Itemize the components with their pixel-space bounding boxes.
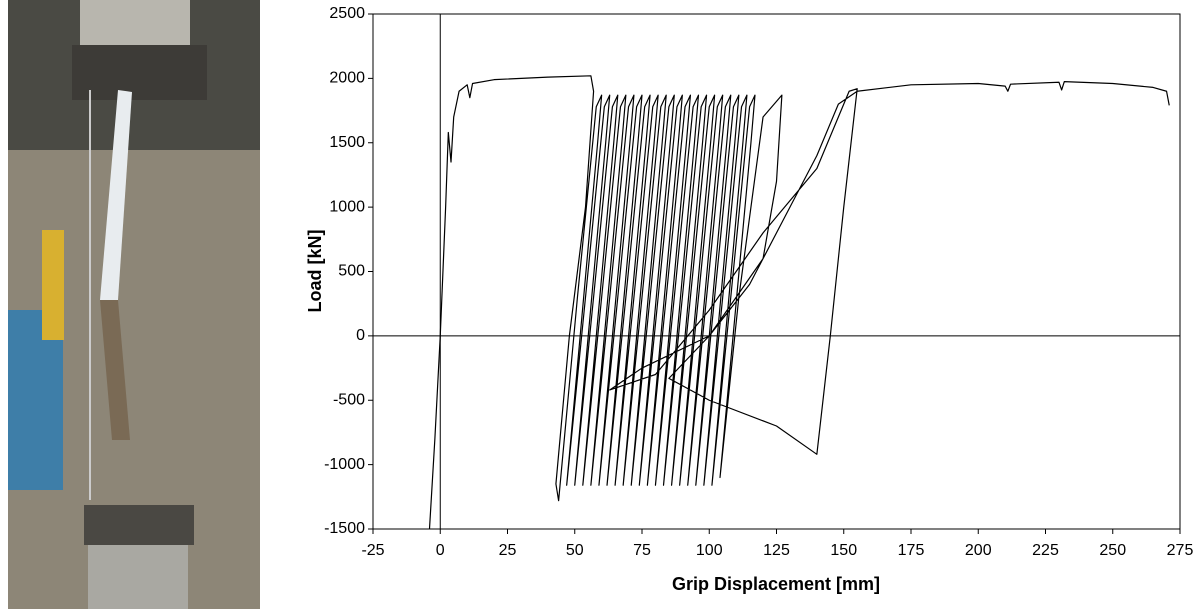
x-tick-label: 50: [566, 542, 584, 559]
y-tick-label: -1000: [324, 456, 365, 473]
x-tick-label: 225: [1032, 542, 1059, 559]
y-tick-label: 2000: [329, 70, 365, 87]
data-line: [428, 75, 1170, 530]
photo: [8, 0, 260, 609]
x-tick-label: -25: [361, 542, 384, 559]
photo-specimen-lower: [100, 300, 130, 440]
x-tick-label: 0: [436, 542, 445, 559]
y-tick-label: 1500: [329, 134, 365, 151]
x-tick-label: 150: [830, 542, 857, 559]
x-tick-label: 200: [965, 542, 992, 559]
photo-specimen-upper: [100, 90, 132, 300]
y-tick-label: 500: [338, 263, 365, 280]
x-tick-label: 75: [633, 542, 651, 559]
x-tick-label: 250: [1099, 542, 1126, 559]
x-tick-label: 100: [696, 542, 723, 559]
photo-ladder: [42, 230, 64, 340]
y-tick-label: -500: [333, 391, 365, 408]
y-axis-title: Load [kN]: [305, 230, 325, 313]
y-tick-label: -1500: [324, 520, 365, 537]
x-tick-label: 175: [898, 542, 925, 559]
x-tick-label: 25: [499, 542, 517, 559]
photo-actuator: [80, 0, 190, 45]
photo-base: [88, 545, 188, 609]
y-tick-label: 2500: [329, 5, 365, 22]
x-tick-label: 125: [763, 542, 790, 559]
y-tick-label: 0: [356, 327, 365, 344]
x-axis-title: Grip Displacement [mm]: [672, 574, 880, 594]
y-tick-label: 1000: [329, 198, 365, 215]
x-tick-label: 275: [1167, 542, 1194, 559]
photo-bottom-plate: [84, 505, 194, 545]
photo-top-plate: [72, 45, 207, 100]
plot-frame: [372, 13, 1181, 530]
